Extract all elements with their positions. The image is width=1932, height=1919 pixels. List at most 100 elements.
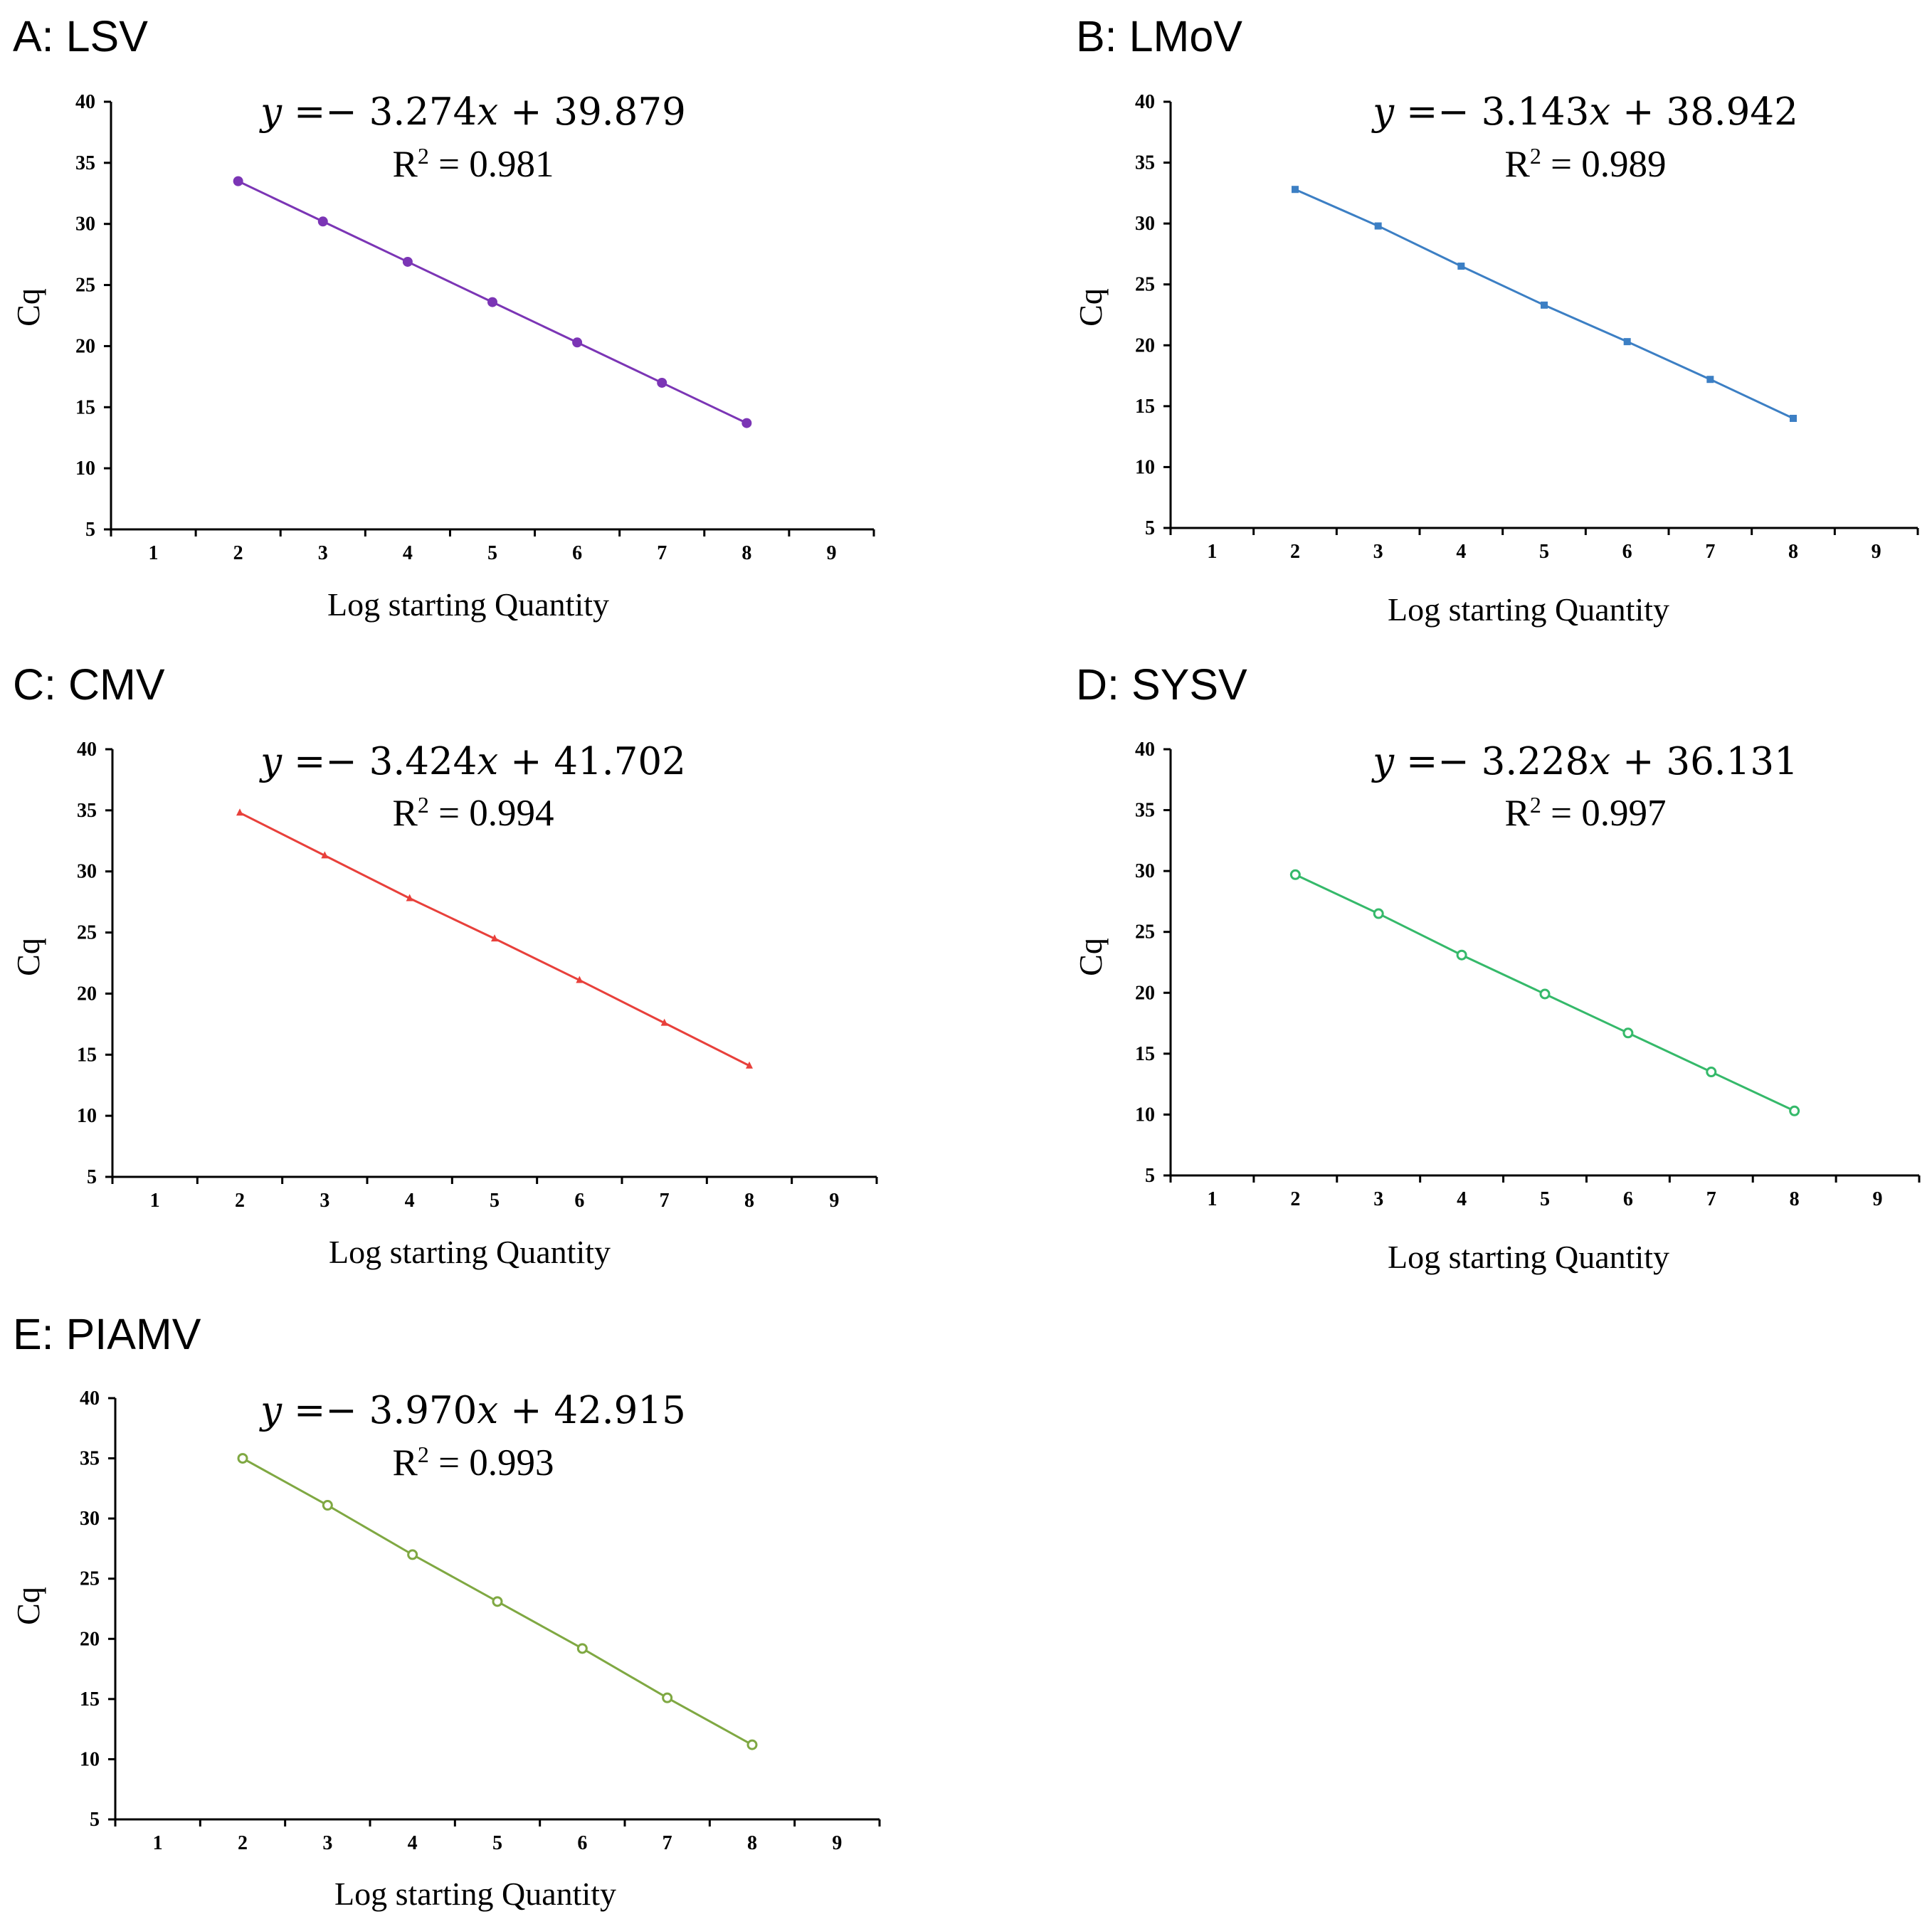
- data-point: [492, 1596, 503, 1607]
- data-point: [1622, 1027, 1634, 1039]
- x-axis-label: Log starting Quantity: [329, 1234, 611, 1270]
- data-point: [322, 1500, 333, 1511]
- y-tick-label: 5: [90, 1809, 100, 1831]
- r-squared-label: R2 = 0.994: [393, 792, 554, 834]
- y-tick-label: 20: [1135, 982, 1155, 1004]
- panel-d-sysv: D: SYSV y =− 3.228x + 36.131 R2 = 0.997 …: [1072, 660, 1921, 1275]
- x-tick-label: 4: [1457, 1188, 1467, 1210]
- y-tick-label: 15: [1135, 396, 1155, 418]
- y-tick-label: 10: [80, 1748, 100, 1770]
- data-point: [317, 216, 328, 227]
- x-tick-label: 6: [574, 1190, 584, 1212]
- data-point: [1541, 301, 1548, 309]
- y-tick-label: 35: [77, 800, 97, 822]
- x-tick-label: 1: [153, 1832, 163, 1854]
- panel-title: B: LMoV: [1076, 12, 1242, 60]
- y-tick-label: 35: [1135, 152, 1155, 174]
- data-point: [321, 851, 329, 859]
- y-tick-label: 20: [77, 983, 97, 1005]
- data-point: [746, 1739, 758, 1750]
- data-point: [402, 256, 413, 267]
- data-point: [1706, 376, 1714, 384]
- y-tick-label: 15: [75, 396, 95, 418]
- y-axis-label: Cq: [1072, 938, 1109, 976]
- x-tick-label: 5: [490, 1190, 500, 1212]
- y-tick-label: 40: [77, 739, 97, 761]
- y-tick-label: 25: [77, 922, 97, 944]
- y-tick-label: 10: [1135, 456, 1155, 478]
- x-tick-label: 3: [318, 542, 328, 564]
- y-axis-label: Cq: [10, 938, 46, 976]
- data-point: [572, 337, 583, 348]
- y-tick-label: 35: [75, 152, 95, 174]
- data-point: [1456, 949, 1467, 961]
- x-tick-label: 6: [1622, 541, 1632, 563]
- x-axis-label: Log starting Quantity: [327, 586, 609, 623]
- r-squared-label: R2 = 0.981: [393, 143, 554, 185]
- x-tick-label: 7: [660, 1190, 670, 1212]
- data-point: [746, 1061, 753, 1069]
- panel-e-piamv: E: PIAMV y =− 3.970x + 42.915 R2 = 0.993…: [10, 1310, 881, 1912]
- y-tick-label: 10: [77, 1105, 97, 1127]
- regression-equation: y =− 3.143x + 38.942: [1371, 90, 1798, 134]
- x-tick-label: 9: [1873, 1188, 1883, 1210]
- data-point: [406, 894, 413, 902]
- x-tick-label: 3: [1373, 1188, 1383, 1210]
- y-tick-label: 35: [80, 1448, 100, 1470]
- x-axis-label: Log starting Quantity: [1388, 1239, 1669, 1275]
- x-tick-label: 6: [572, 542, 582, 564]
- data-point: [407, 1549, 418, 1560]
- panel-a-lsv: A: LSV y =− 3.274x + 39.879 R2 = 0.981 L…: [10, 12, 875, 623]
- y-tick-label: 30: [75, 213, 95, 236]
- panel-c-cmv: C: CMV y =− 3.424x + 41.702 R2 = 0.994 L…: [10, 660, 878, 1270]
- y-tick-label: 5: [85, 519, 95, 541]
- x-tick-label: 8: [741, 542, 751, 564]
- data-point: [1623, 338, 1631, 346]
- data-point: [1789, 1105, 1800, 1116]
- x-tick-label: 2: [238, 1832, 248, 1854]
- x-tick-label: 7: [1706, 1188, 1716, 1210]
- regression-equation: y =− 3.970x + 42.915: [259, 1389, 686, 1432]
- x-tick-label: 8: [1788, 541, 1798, 563]
- y-tick-label: 10: [75, 458, 95, 480]
- data-point: [1706, 1067, 1717, 1078]
- y-tick-label: 40: [80, 1387, 100, 1410]
- y-tick-label: 5: [1145, 1165, 1155, 1187]
- x-tick-label: 5: [487, 542, 497, 564]
- y-tick-label: 15: [80, 1688, 100, 1711]
- x-tick-label: 8: [747, 1832, 757, 1854]
- x-tick-label: 4: [403, 542, 413, 564]
- data-point: [1539, 988, 1551, 1000]
- panel-title: A: LSV: [13, 12, 148, 60]
- y-tick-label: 25: [80, 1568, 100, 1590]
- panel-title: E: PIAMV: [13, 1310, 201, 1358]
- y-tick-label: 15: [77, 1044, 97, 1066]
- x-tick-label: 8: [1790, 1188, 1800, 1210]
- x-tick-label: 5: [492, 1832, 502, 1854]
- x-tick-label: 9: [826, 542, 836, 564]
- data-point: [233, 176, 243, 186]
- data-point: [1457, 263, 1465, 270]
- x-tick-label: 5: [1540, 1188, 1550, 1210]
- y-tick-label: 20: [1135, 334, 1155, 356]
- data-point: [1292, 186, 1299, 194]
- y-axis-label: Cq: [10, 288, 46, 327]
- x-tick-label: 1: [149, 542, 159, 564]
- data-point: [741, 418, 752, 428]
- x-tick-label: 1: [1207, 1188, 1217, 1210]
- x-tick-label: 4: [408, 1832, 418, 1854]
- data-point: [1790, 414, 1797, 422]
- x-tick-label: 3: [1373, 541, 1383, 563]
- data-point: [576, 976, 584, 983]
- x-tick-label: 9: [832, 1832, 842, 1854]
- y-tick-label: 30: [1135, 860, 1155, 882]
- x-tick-label: 2: [235, 1190, 245, 1212]
- data-point: [237, 1453, 248, 1464]
- x-tick-label: 4: [1456, 541, 1466, 563]
- data-point: [1373, 908, 1384, 919]
- data-point: [236, 808, 243, 816]
- x-tick-label: 7: [663, 1832, 672, 1854]
- x-tick-label: 3: [320, 1190, 329, 1212]
- x-tick-label: 8: [744, 1190, 754, 1212]
